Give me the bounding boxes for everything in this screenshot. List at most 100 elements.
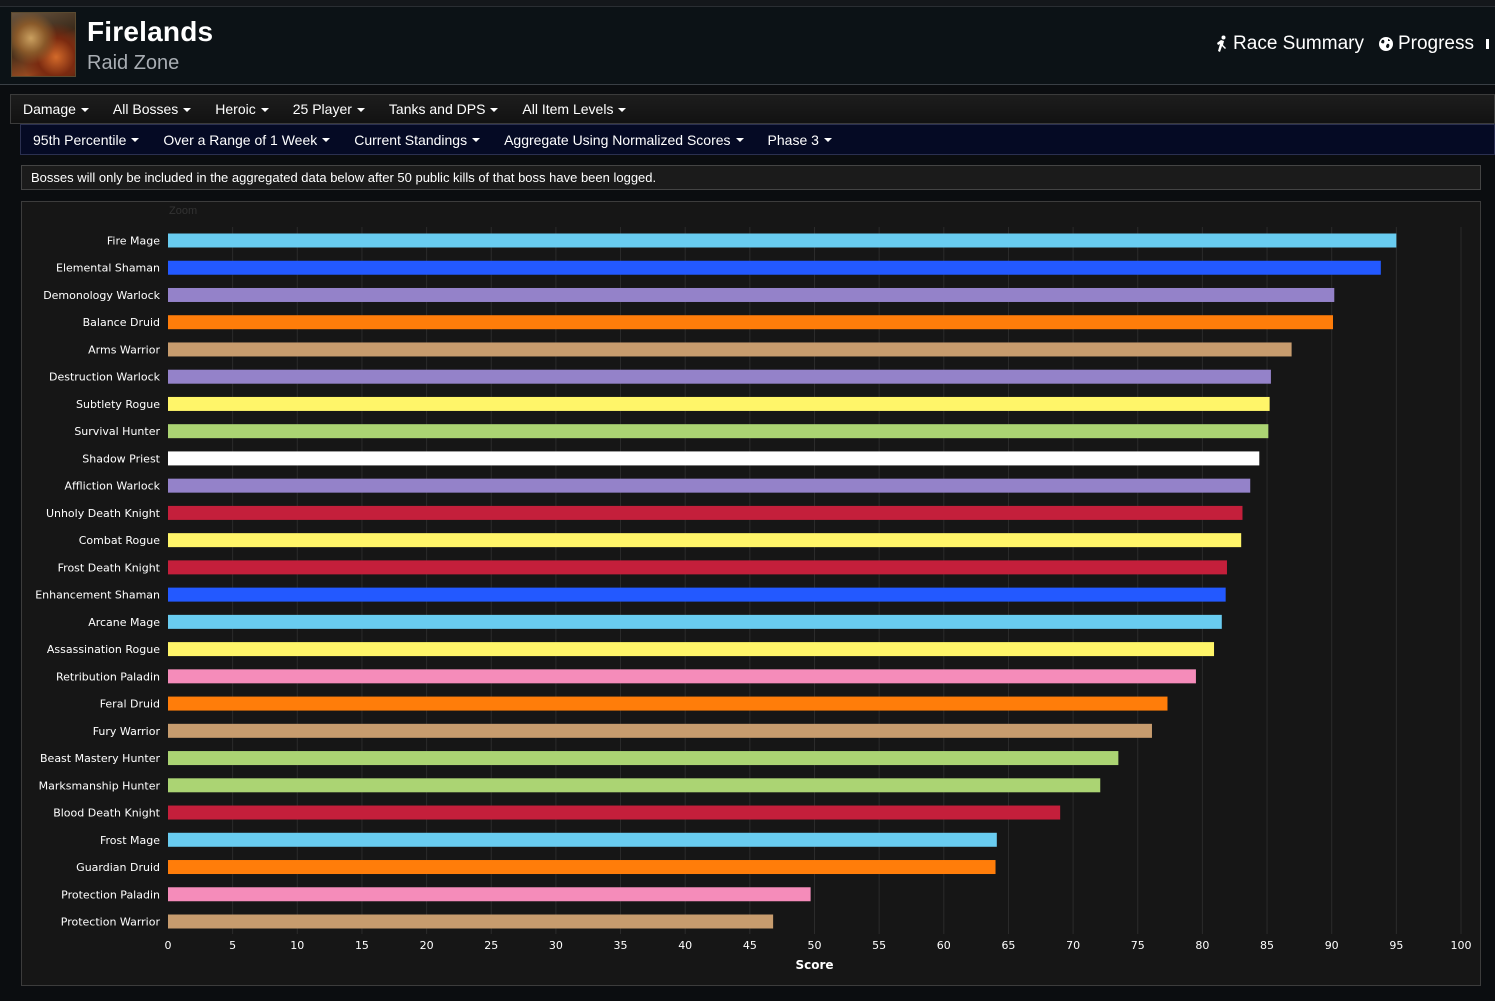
percentile-dropdown[interactable]: 95th Percentile bbox=[21, 132, 151, 148]
bar bbox=[168, 914, 774, 929]
bar bbox=[168, 396, 1270, 411]
running-figure-icon bbox=[1217, 35, 1227, 52]
caret-down-icon bbox=[618, 107, 627, 112]
caret-down-icon bbox=[322, 138, 331, 142]
notice-banner: Bosses will only be included in the aggr… bbox=[21, 165, 1481, 190]
progress-label: Progress bbox=[1397, 33, 1474, 54]
race-summary-label: Race Summary bbox=[1233, 33, 1364, 54]
size-dropdown[interactable]: 25 Player bbox=[281, 101, 377, 117]
category-label: Fire Mage bbox=[107, 235, 160, 248]
bar bbox=[168, 805, 1061, 820]
x-axis-title: Score bbox=[795, 958, 833, 972]
bar-chart: Fire Mage Elemental Shaman Demonology Warl… bbox=[35, 227, 1472, 972]
category-label: Demonology Warlock bbox=[43, 289, 160, 302]
category-label: Frost Mage bbox=[100, 834, 160, 847]
tick-label: 5 bbox=[229, 939, 236, 952]
race-summary-link[interactable]: Race Summary bbox=[1215, 33, 1364, 55]
bar bbox=[168, 587, 1226, 602]
aggregate-dropdown[interactable]: Aggregate Using Normalized Scores bbox=[492, 132, 755, 148]
progress-link[interactable]: Progress bbox=[1378, 33, 1474, 55]
bar bbox=[168, 478, 1251, 493]
caret-down-icon bbox=[183, 107, 192, 112]
category-label: Frost Death Knight bbox=[58, 561, 161, 574]
category-label: Combat Rogue bbox=[79, 534, 160, 547]
tick-label: 95 bbox=[1389, 939, 1403, 952]
more-menu-icon[interactable] bbox=[1486, 39, 1495, 49]
category-label: Protection Paladin bbox=[61, 888, 160, 901]
category-label: Enhancement Shaman bbox=[35, 589, 160, 602]
category-label: Elemental Shaman bbox=[56, 262, 160, 275]
category-label: Assassination Rogue bbox=[47, 643, 160, 656]
item-level-dropdown[interactable]: All Item Levels bbox=[510, 101, 638, 117]
zone-title: Firelands bbox=[87, 16, 214, 47]
zone-image bbox=[11, 12, 76, 77]
tick-label: 90 bbox=[1325, 939, 1339, 952]
caret-down-icon bbox=[80, 107, 89, 112]
header-links: Race Summary Progress bbox=[1201, 33, 1495, 55]
metric-dropdown[interactable]: Damage bbox=[11, 101, 101, 117]
tick-label: 85 bbox=[1260, 939, 1274, 952]
tick-label: 10 bbox=[290, 939, 304, 952]
bar bbox=[168, 342, 1292, 357]
category-label: Balance Druid bbox=[83, 316, 160, 329]
filter-bar-primary: Damage All Bosses Heroic 25 Player Tanks… bbox=[10, 94, 1495, 124]
tick-label: 100 bbox=[1451, 939, 1472, 952]
category-label: Destruction Warlock bbox=[49, 371, 161, 384]
bar bbox=[168, 505, 1243, 520]
caret-down-icon bbox=[823, 138, 832, 142]
category-label: Arcane Mage bbox=[88, 616, 160, 629]
time-range-dropdown[interactable]: Over a Range of 1 Week bbox=[151, 132, 342, 148]
bar bbox=[168, 778, 1101, 793]
tick-label: 45 bbox=[743, 939, 757, 952]
category-label: Unholy Death Knight bbox=[46, 507, 161, 520]
phase-dropdown[interactable]: Phase 3 bbox=[756, 132, 844, 148]
top-strip bbox=[0, 0, 1495, 7]
category-label: Affliction Warlock bbox=[65, 480, 161, 493]
bar bbox=[168, 832, 997, 847]
tick-label: 60 bbox=[937, 939, 951, 952]
bar bbox=[168, 369, 1271, 384]
bar bbox=[168, 696, 1168, 711]
tick-label: 70 bbox=[1066, 939, 1080, 952]
tick-label: 0 bbox=[165, 939, 172, 952]
bar bbox=[168, 642, 1215, 657]
zone-subtitle: Raid Zone bbox=[87, 52, 180, 74]
bar bbox=[168, 560, 1227, 575]
role-dropdown[interactable]: Tanks and DPS bbox=[377, 101, 511, 117]
tick-label: 15 bbox=[355, 939, 369, 952]
zone-header: Firelands Raid Zone Race Summary Progres… bbox=[0, 7, 1495, 85]
category-label: Retribution Paladin bbox=[56, 670, 160, 683]
bar bbox=[168, 887, 811, 902]
tick-label: 30 bbox=[549, 939, 563, 952]
bar bbox=[168, 723, 1152, 738]
category-label: Guardian Druid bbox=[76, 861, 160, 874]
category-label: Beast Mastery Hunter bbox=[40, 752, 160, 765]
chart-panel: Zoom Fire Mage Elemental Shaman Demonology… bbox=[21, 201, 1481, 986]
tick-label: 20 bbox=[420, 939, 434, 952]
caret-down-icon bbox=[490, 107, 499, 112]
category-label: Feral Druid bbox=[100, 698, 160, 711]
caret-down-icon bbox=[356, 107, 365, 112]
bar bbox=[168, 287, 1335, 302]
category-label: Blood Death Knight bbox=[53, 807, 160, 820]
category-label: Survival Hunter bbox=[74, 425, 160, 438]
bar bbox=[168, 233, 1397, 248]
tick-label: 75 bbox=[1131, 939, 1145, 952]
caret-down-icon bbox=[260, 107, 269, 112]
category-label: Fury Warrior bbox=[93, 725, 161, 738]
bar bbox=[168, 533, 1242, 548]
category-label: Shadow Priest bbox=[82, 452, 160, 465]
caret-down-icon bbox=[735, 138, 744, 142]
difficulty-dropdown[interactable]: Heroic bbox=[203, 101, 280, 117]
standings-dropdown[interactable]: Current Standings bbox=[342, 132, 492, 148]
zoom-label[interactable]: Zoom bbox=[169, 205, 198, 217]
filter-bar-secondary: 95th Percentile Over a Range of 1 Week C… bbox=[20, 124, 1495, 155]
bar bbox=[168, 614, 1222, 629]
tick-label: 80 bbox=[1195, 939, 1209, 952]
bar bbox=[168, 669, 1196, 684]
caret-down-icon bbox=[472, 138, 481, 142]
boss-dropdown[interactable]: All Bosses bbox=[101, 101, 203, 117]
bar bbox=[168, 860, 996, 875]
category-label: Protection Warrior bbox=[61, 916, 161, 929]
category-label: Marksmanship Hunter bbox=[39, 779, 161, 792]
